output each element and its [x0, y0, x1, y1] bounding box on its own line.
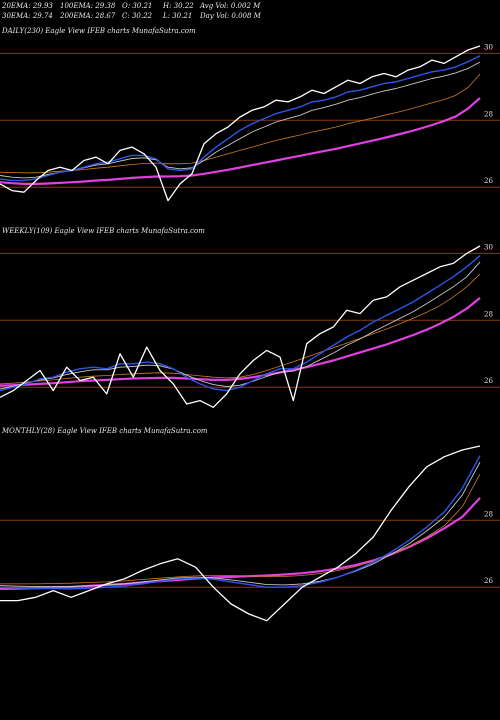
price-line: [0, 245, 481, 408]
ema100-line: [0, 273, 481, 385]
ema200-line: [0, 97, 481, 185]
price-line: [0, 45, 481, 202]
stat-high: H: 30.22: [162, 2, 194, 10]
stat-low: L: 30.21: [162, 12, 192, 20]
daily-panel: 30 28 26: [0, 43, 500, 202]
stat-close: C: 30.22: [122, 12, 153, 20]
stat-30ema: 30EMA: 29.74: [2, 12, 53, 20]
y-tick-label: 28: [484, 510, 493, 518]
header-stats: 20EMA: 29.93 100EMA: 29.38 O: 30.21 H: 3…: [1, 2, 262, 20]
ema20-line: [0, 255, 481, 392]
price-line: [0, 445, 481, 622]
y-tick-label: 26: [484, 577, 493, 585]
y-tick-label: 26: [484, 177, 493, 185]
y-tick-label: 30: [484, 43, 493, 51]
stat-avg-vol: Avg Vol: 0.002 M: [199, 2, 261, 10]
stat-20ema: 20EMA: 29.93: [1, 2, 53, 10]
y-tick-label: 26: [484, 377, 493, 385]
weekly-panel-title: WEEKLY(109) Eagle View IFEB charts Munaf…: [2, 227, 205, 235]
ema30-line: [0, 261, 481, 390]
monthly-panel-title: MONTHLY(28) Eagle View IFEB charts Munaf…: [1, 427, 208, 435]
ema200-line: [0, 297, 481, 387]
ema20-line: [0, 455, 481, 590]
weekly-panel: 30 28 26: [0, 243, 500, 408]
stat-open: O: 30.21: [122, 2, 152, 10]
daily-panel-title: DAILY(230) Eagle View IFEB charts Munafa…: [1, 27, 196, 35]
ema30-line: [0, 461, 481, 588]
y-tick-label: 30: [484, 243, 493, 251]
monthly-panel: 28 26: [0, 445, 500, 622]
y-tick-label: 28: [484, 110, 493, 118]
stat-100ema: 100EMA: 29.38: [60, 2, 116, 10]
stat-200ema: 200EMA: 28.67: [59, 12, 116, 20]
ema20-line: [0, 55, 481, 182]
ema100-line: [0, 73, 481, 174]
y-tick-label: 28: [484, 310, 493, 318]
ema100-line: [0, 473, 481, 585]
stat-day-vol: Day Vol: 0.008 M: [199, 12, 262, 20]
